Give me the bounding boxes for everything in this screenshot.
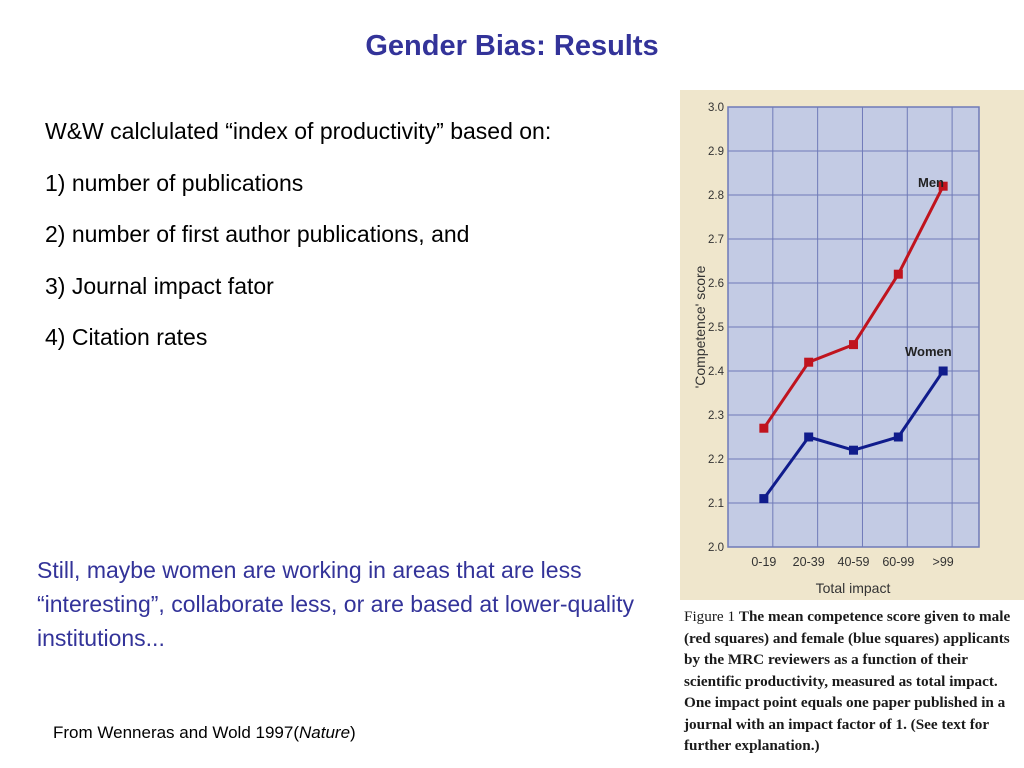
women-data-point <box>849 445 858 455</box>
x-tick-label: 40-59 <box>838 555 870 569</box>
bullet-1: 1) number of publications <box>45 169 304 196</box>
y-tick-label: 2.5 <box>708 322 724 334</box>
x-tick-labels: 0-19 20-39 40-59 60-99 >99 <box>751 555 953 569</box>
grid-layer <box>728 106 979 548</box>
women-series-label: Women <box>905 344 952 359</box>
figure-chart: 2.0 2.1 2.2 2.3 2.4 2.5 2.6 2.7 2.8 2.9 3.0 0-19 20… <box>680 90 1024 600</box>
men-data-point <box>759 423 769 433</box>
bullet-3: 3) Journal impact fator <box>45 272 274 299</box>
women-data-point <box>938 366 948 376</box>
y-tick-label: 2.6 <box>708 278 724 290</box>
y-tick-label: 2.3 <box>708 410 724 422</box>
men-data-point <box>849 340 858 350</box>
y-tick-label: 2.9 <box>708 146 724 158</box>
x-tick-label: 0-19 <box>751 555 776 569</box>
speculation-note: Still, maybe women are working in areas … <box>37 557 635 651</box>
source-journal: Nature <box>299 723 351 742</box>
slide-title: Gender Bias: Results <box>365 30 659 62</box>
bullet-intro: W&W calclulated “index of productivity” … <box>45 118 552 144</box>
women-data-point <box>759 494 769 504</box>
men-series-label: Men <box>918 175 944 190</box>
y-axis-label: 'Competence' score <box>692 265 708 388</box>
y-tick-label: 2.2 <box>708 454 724 466</box>
source-suffix: ) <box>350 723 356 742</box>
y-tick-labels: 2.0 2.1 2.2 2.3 2.4 2.5 2.6 2.7 2.8 2.9 3.0 <box>708 102 725 554</box>
competence-chart: 2.0 2.1 2.2 2.3 2.4 2.5 2.6 2.7 2.8 2.9 3.0 0-19 20… <box>680 90 1024 600</box>
bullet-4: 4) Citation rates <box>45 324 208 350</box>
caption-text: The mean competence score given to male … <box>684 608 1011 754</box>
x-axis-label: Total impact <box>816 580 891 596</box>
women-data-point <box>893 432 903 442</box>
y-tick-label: 3.0 <box>708 102 724 114</box>
x-tick-label: 60-99 <box>882 555 914 569</box>
caption-label: Figure 1 <box>684 608 736 625</box>
bullet-2: 2) number of first author publications, … <box>45 221 470 247</box>
bullet-list: W&W calclulated “index of productivity” … <box>45 118 685 376</box>
men-data-point <box>804 357 814 367</box>
source-citation: From Wenneras and Wold 1997(Nature) <box>53 723 356 743</box>
y-tick-label: 2.0 <box>708 542 724 554</box>
x-tick-label: 20-39 <box>793 555 825 569</box>
x-tick-label: >99 <box>933 555 954 569</box>
series-layer <box>759 181 948 504</box>
source-prefix: From Wenneras and Wold 1997( <box>53 723 299 742</box>
men-data-point <box>938 181 948 191</box>
women-data-point <box>804 432 814 442</box>
figure-caption: Figure 1 The mean competence score given… <box>684 606 1022 757</box>
y-tick-label: 2.4 <box>708 366 725 378</box>
y-tick-label: 2.7 <box>708 234 724 246</box>
men-data-point <box>893 269 903 279</box>
y-tick-label: 2.1 <box>708 498 724 510</box>
y-tick-label: 2.8 <box>708 190 724 202</box>
